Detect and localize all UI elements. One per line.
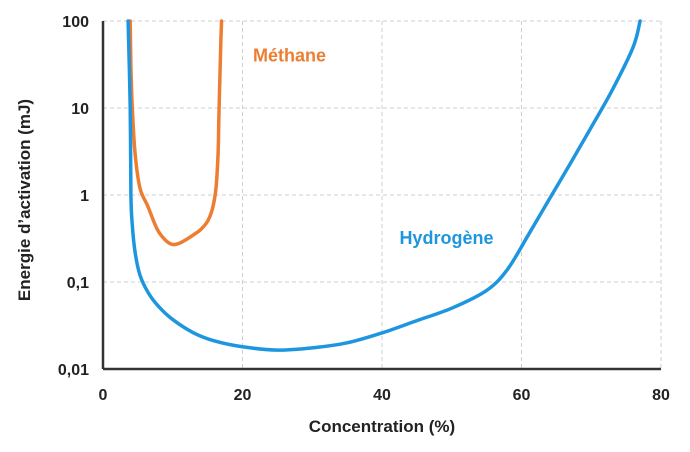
x-tick-label: 20 [234,387,252,404]
y-tick-label: 100 [62,14,89,31]
x-tick-label: 40 [373,387,391,404]
series-lines [126,19,642,352]
tick-labels: 0,01 0,1 1 10 100 0 20 40 60 80 [58,14,670,404]
y-tick-label: 10 [71,101,89,118]
grid-lines [103,20,662,369]
y-tick-label: 1 [80,188,89,205]
x-tick-label: 80 [652,387,670,404]
series-label-methane: Méthane [253,46,326,66]
series-labels: Méthane Hydrogène [253,46,494,248]
x-tick-label: 60 [513,387,531,404]
x-tick-label: 0 [99,387,108,404]
y-tick-label: 0,01 [58,362,89,379]
series-line-methane [128,19,224,247]
axes [101,21,661,371]
y-tick-label: 0,1 [67,275,89,292]
y-axis-title: Energie d’activation (mJ) [15,99,34,301]
series-label-hydrogene: Hydrogène [399,228,493,248]
series-line-hydrogene [126,19,642,352]
x-axis-title: Concentration (%) [309,417,455,436]
